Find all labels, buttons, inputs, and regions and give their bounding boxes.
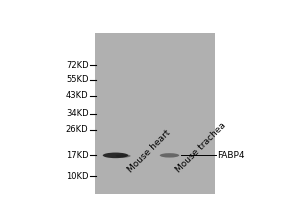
Ellipse shape <box>116 154 131 158</box>
Text: FABP4: FABP4 <box>218 151 245 160</box>
Text: 43KD: 43KD <box>66 91 88 100</box>
Text: 10KD: 10KD <box>66 172 88 181</box>
Ellipse shape <box>160 153 179 158</box>
FancyBboxPatch shape <box>94 33 214 194</box>
Ellipse shape <box>103 153 128 158</box>
Text: 17KD: 17KD <box>66 151 88 160</box>
Text: Mouse heart: Mouse heart <box>126 128 172 174</box>
Text: 26KD: 26KD <box>66 125 88 134</box>
Text: 55KD: 55KD <box>66 75 88 84</box>
Text: 72KD: 72KD <box>66 61 88 70</box>
Text: 34KD: 34KD <box>66 109 88 118</box>
Text: Mouse trachea: Mouse trachea <box>174 120 227 174</box>
